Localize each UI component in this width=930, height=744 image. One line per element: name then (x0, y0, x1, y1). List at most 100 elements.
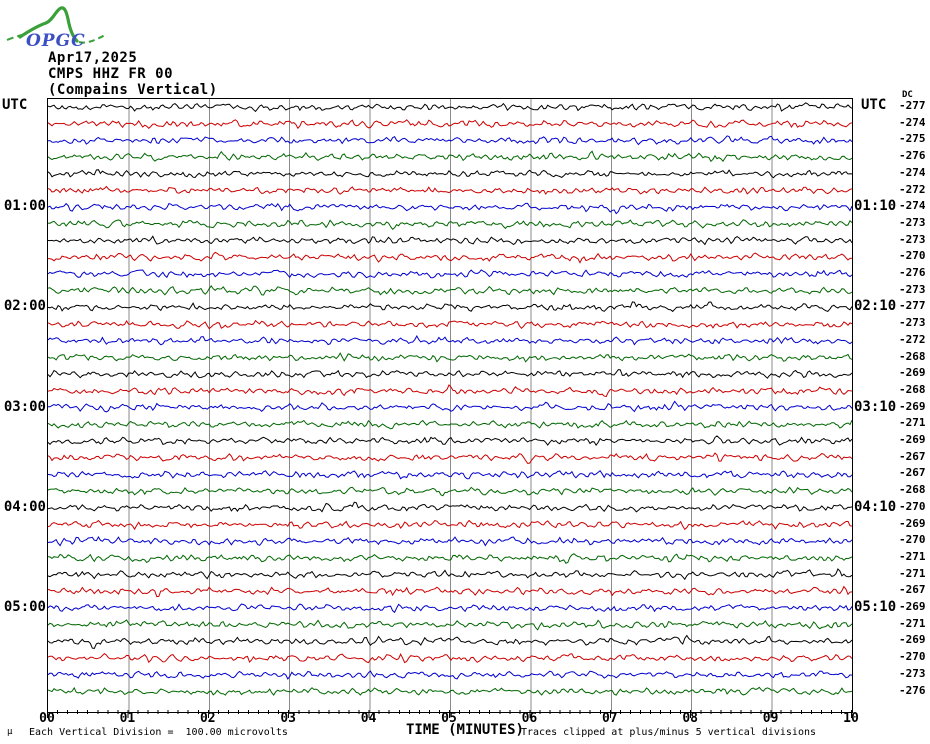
dc-value-row-28: -271 (899, 566, 926, 580)
opgc-logo: OPGC (6, 6, 108, 51)
dc-value-row-27: -271 (899, 549, 926, 563)
seismogram-trace-row-24 (48, 501, 852, 513)
seismogram-trace-row-27 (48, 553, 852, 564)
logo-volcano-curve (18, 6, 79, 43)
seismogram-trace-row-30 (48, 603, 852, 614)
seismogram-trace-row-28 (48, 568, 852, 581)
x-tick-label-09: 09 (762, 711, 779, 726)
seismogram-trace-row-33 (48, 652, 852, 664)
dc-value-row-20: -269 (899, 433, 926, 446)
seismogram-trace-row-23 (48, 486, 852, 497)
seismogram-trace-row-11 (48, 285, 852, 296)
seismogram-trace-row-35 (48, 686, 852, 696)
footnote-vertical-division: Each Vertical Division = 100.00 microvol… (29, 727, 288, 738)
hour-label-left-0200: 02:00 (3, 298, 46, 315)
hour-label-left-0400: 04:00 (3, 498, 46, 515)
seismogram-trace-row-19 (48, 419, 852, 430)
seismogram-trace-row-34 (48, 670, 852, 680)
hour-label-right-0210: 02:10 (854, 298, 897, 315)
seismogram-trace-row-7 (48, 219, 852, 231)
seismogram-trace-row-14 (48, 334, 852, 346)
hour-label-right-0410: 04:10 (854, 498, 897, 515)
utc-header-left: UTC (2, 97, 28, 113)
dc-value-row-6: -274 (899, 199, 926, 213)
dc-value-row-11: -273 (899, 282, 926, 296)
dc-value-row-1: -274 (899, 115, 926, 129)
dc-value-row-2: -275 (899, 132, 926, 146)
seismogram-trace-row-17 (48, 384, 852, 398)
x-tick-label-04: 04 (360, 711, 377, 726)
dc-value-row-9: -270 (899, 249, 926, 263)
x-tick-label-08: 08 (682, 711, 699, 726)
utc-header-right: UTC (861, 97, 887, 113)
dc-value-row-35: -276 (899, 683, 926, 697)
dc-value-row-25: -269 (899, 516, 926, 530)
dc-value-row-10: -276 (899, 266, 926, 279)
dc-value-row-12: -277 (899, 299, 926, 313)
seismogram-trace-row-3 (48, 150, 852, 163)
seismogram-trace-row-4 (48, 169, 852, 179)
seismogram-trace-row-8 (48, 235, 852, 246)
header-date: Apr17,2025 (48, 50, 138, 66)
dc-value-row-21: -267 (899, 449, 926, 463)
seismogram-trace-row-31 (48, 619, 852, 631)
seismogram-trace-row-16 (48, 369, 852, 379)
dc-value-row-34: -273 (899, 666, 926, 680)
seismogram-trace-row-20 (48, 435, 852, 446)
seismogram-trace-row-18 (48, 400, 852, 413)
dc-value-row-5: -272 (899, 182, 926, 196)
dc-value-row-31: -271 (899, 616, 926, 630)
dc-value-row-17: -268 (899, 382, 926, 396)
dc-value-row-13: -273 (899, 316, 926, 330)
hour-label-right-0110: 01:10 (854, 198, 897, 215)
header-station: CMPS HHZ FR 00 (48, 66, 174, 82)
dc-column-header: DC (902, 90, 913, 100)
x-tick-label-06: 06 (521, 711, 538, 726)
dc-value-row-23: -268 (899, 483, 926, 497)
seismogram-trace-row-12 (48, 301, 852, 313)
dc-value-row-0: -277 (899, 99, 926, 112)
dc-value-row-4: -274 (899, 165, 926, 179)
seismogram-trace-row-25 (48, 519, 852, 531)
seismogram-trace-row-10 (48, 269, 852, 279)
dc-value-row-26: -270 (899, 533, 926, 547)
dc-value-row-22: -267 (899, 466, 926, 480)
hour-label-right-0310: 03:10 (854, 398, 897, 415)
seismogram-trace-row-22 (48, 469, 852, 480)
x-axis-ticks (47, 710, 852, 718)
hour-label-left-0100: 01:00 (3, 198, 46, 215)
seismogram-trace-row-9 (48, 251, 852, 264)
seismogram-trace-row-29 (48, 585, 852, 598)
footnote-clipping: Traces clipped at plus/minus 5 vertical … (521, 727, 817, 738)
hour-label-left-0500: 05:00 (3, 599, 46, 615)
seismogram-trace-row-5 (48, 185, 852, 195)
x-tick-label-10: 10 (843, 711, 859, 726)
x-axis-title: TIME (MINUTES) (405, 722, 524, 738)
x-tick-label-02: 02 (199, 711, 216, 726)
seismogram-trace-row-15 (48, 352, 852, 363)
x-tick-label-07: 07 (601, 711, 618, 726)
hour-label-left-0300: 03:00 (3, 398, 46, 415)
dc-value-row-32: -269 (899, 633, 926, 647)
microvolt-symbol: μ (7, 727, 13, 737)
dc-value-row-8: -273 (899, 232, 926, 246)
seismogram-trace-row-26 (48, 536, 852, 547)
hour-label-right-0510: 05:10 (854, 599, 897, 615)
helicorder-plot (47, 98, 853, 713)
dc-value-row-18: -269 (899, 399, 926, 413)
x-tick-label-01: 01 (119, 711, 136, 726)
seismogram-trace-row-2 (48, 135, 852, 146)
seismogram-trace-row-32 (48, 634, 852, 649)
x-tick-label-03: 03 (280, 711, 297, 726)
seismogram-trace-row-0 (48, 102, 852, 113)
dc-value-row-15: -268 (899, 349, 926, 363)
seismogram-trace-row-1 (48, 119, 852, 130)
header-component: (Compains Vertical) (48, 82, 218, 98)
dc-value-row-16: -269 (899, 366, 926, 380)
x-tick-label-05: 05 (441, 711, 457, 726)
seismogram-trace-row-13 (48, 319, 852, 330)
seismogram-trace-row-6 (48, 202, 852, 215)
dc-value-row-7: -273 (899, 215, 926, 229)
dc-value-row-29: -267 (899, 583, 926, 597)
dc-value-row-30: -269 (899, 600, 926, 613)
